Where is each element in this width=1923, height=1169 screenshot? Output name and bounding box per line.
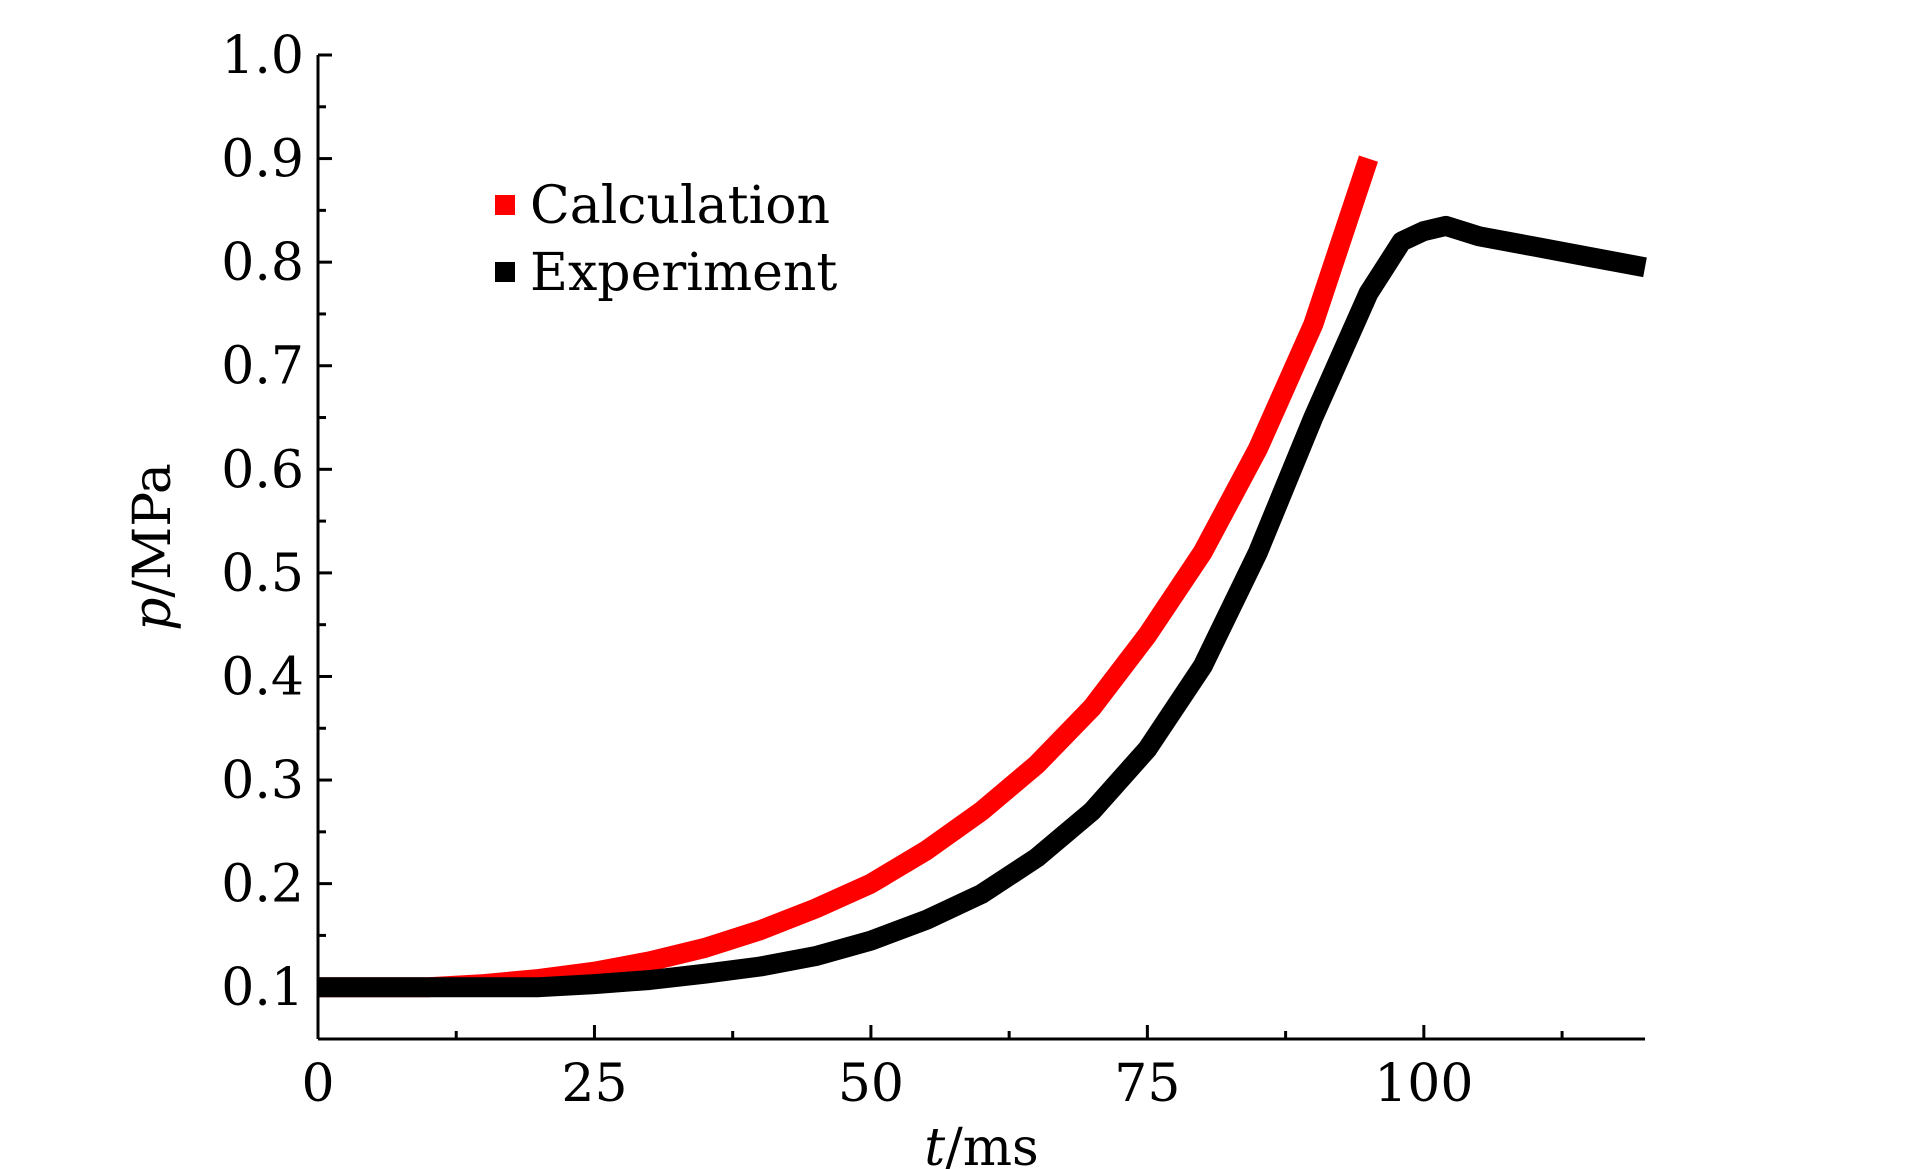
- series-line-calculation: [318, 155, 1378, 998]
- x-axis-unit: /ms: [945, 1118, 1039, 1169]
- legend-swatch-experiment: [495, 262, 515, 282]
- legend-label-experiment: Experiment: [530, 243, 837, 303]
- y-tick-label: 0.7: [221, 337, 304, 397]
- x-tick-label: 100: [1374, 1054, 1473, 1114]
- x-tick-label: 0: [301, 1054, 334, 1114]
- y-tick-label: 0.4: [221, 647, 304, 707]
- x-tick-label: 25: [561, 1054, 627, 1114]
- y-tick-label: 0.2: [221, 855, 304, 915]
- legend-label-calculation: Calculation: [530, 176, 830, 236]
- y-tick-label: 0.9: [221, 130, 304, 190]
- series-layer: [318, 155, 1647, 998]
- legend-swatch-calculation: [495, 195, 515, 215]
- y-tick-label: 0.8: [221, 233, 304, 293]
- y-tick-label: 0.6: [221, 440, 304, 500]
- legend: Calculation Experiment: [495, 176, 837, 303]
- x-axis-label: t/ms: [924, 1118, 1038, 1169]
- x-tick-label: 75: [1114, 1054, 1180, 1114]
- x-axis-ticks: 0 25 50 75 100: [301, 1025, 1564, 1114]
- y-axis-ticks: 0.1 0.2 0.3 0.4 0.5 0.6 0.7 0.8 0.9 1.0: [221, 26, 332, 1018]
- y-tick-label: 0.3: [221, 751, 304, 811]
- x-axis-variable: t: [924, 1118, 945, 1169]
- y-tick-label: 0.1: [221, 958, 304, 1018]
- y-axis-unit: /MPa: [123, 463, 183, 597]
- series-line-experiment: [318, 215, 1647, 998]
- y-axis-label: p/MPa: [123, 463, 183, 631]
- y-axis-variable: p: [123, 598, 183, 631]
- plot-area: 0.1 0.2 0.3 0.4 0.5 0.6 0.7 0.8 0.9 1.0 0 25 50 75 10…: [221, 26, 1647, 1114]
- y-tick-label: 1.0: [221, 26, 304, 86]
- y-tick-label: 0.5: [221, 544, 304, 604]
- x-tick-label: 50: [838, 1054, 904, 1114]
